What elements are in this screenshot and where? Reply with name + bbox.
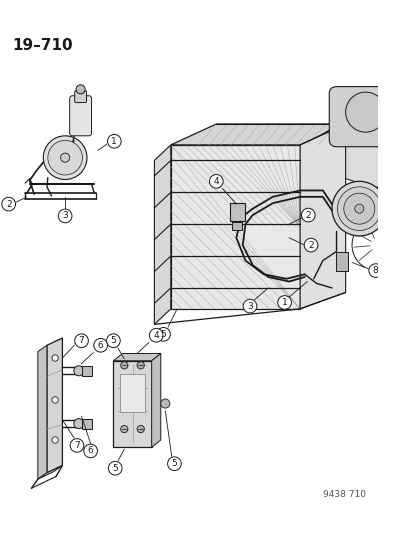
Circle shape (409, 170, 413, 184)
Circle shape (337, 187, 380, 231)
Text: 7: 7 (74, 441, 80, 450)
Circle shape (301, 208, 314, 222)
Text: 6: 6 (88, 447, 93, 455)
Circle shape (383, 99, 413, 131)
Text: 1: 1 (111, 137, 117, 146)
Polygon shape (154, 145, 171, 325)
FancyBboxPatch shape (74, 91, 86, 102)
Text: 5: 5 (171, 459, 177, 468)
Circle shape (74, 334, 88, 348)
Circle shape (52, 437, 58, 443)
Text: 8: 8 (372, 266, 377, 275)
Circle shape (156, 327, 170, 341)
Polygon shape (171, 124, 345, 145)
Text: 1: 1 (281, 298, 287, 307)
Text: 4: 4 (153, 331, 159, 340)
Circle shape (74, 366, 83, 376)
Text: 5: 5 (160, 330, 166, 339)
Circle shape (60, 153, 69, 162)
Text: 5: 5 (112, 464, 118, 473)
Circle shape (354, 204, 363, 213)
Circle shape (121, 425, 128, 433)
FancyBboxPatch shape (328, 87, 413, 147)
Polygon shape (113, 353, 160, 361)
Polygon shape (38, 465, 62, 479)
Circle shape (108, 462, 122, 475)
Circle shape (76, 85, 85, 94)
Text: 6: 6 (97, 341, 103, 350)
Polygon shape (299, 124, 345, 309)
Circle shape (70, 439, 83, 453)
Text: 2: 2 (308, 240, 313, 249)
Text: 5: 5 (110, 336, 116, 345)
Polygon shape (47, 338, 62, 473)
Circle shape (48, 140, 82, 175)
Circle shape (121, 362, 128, 369)
Text: 2: 2 (305, 211, 310, 220)
Circle shape (74, 418, 83, 429)
FancyBboxPatch shape (230, 203, 244, 221)
Circle shape (149, 328, 163, 342)
Circle shape (209, 174, 223, 188)
Text: 3: 3 (62, 212, 68, 221)
Circle shape (277, 296, 291, 309)
Circle shape (160, 399, 169, 408)
Circle shape (331, 181, 386, 236)
Text: 2: 2 (6, 200, 12, 208)
FancyBboxPatch shape (335, 253, 347, 271)
FancyBboxPatch shape (82, 366, 92, 376)
FancyBboxPatch shape (82, 418, 92, 429)
Circle shape (304, 238, 317, 252)
Circle shape (83, 444, 97, 458)
Circle shape (2, 197, 15, 211)
Text: 19–710: 19–710 (12, 38, 73, 53)
Circle shape (52, 355, 58, 361)
FancyBboxPatch shape (119, 374, 145, 412)
Text: 3: 3 (247, 302, 252, 311)
Circle shape (242, 300, 256, 313)
Circle shape (137, 362, 144, 369)
Circle shape (107, 134, 121, 148)
Text: 7: 7 (78, 336, 84, 345)
Polygon shape (38, 345, 47, 479)
Circle shape (137, 425, 144, 433)
Text: 9438 710: 9438 710 (322, 490, 365, 499)
Polygon shape (171, 145, 299, 309)
Circle shape (368, 264, 382, 278)
Circle shape (94, 338, 107, 352)
FancyBboxPatch shape (69, 96, 91, 136)
Text: 4: 4 (213, 177, 218, 186)
FancyBboxPatch shape (232, 222, 242, 230)
Circle shape (106, 334, 120, 348)
Polygon shape (113, 361, 151, 447)
Circle shape (43, 136, 87, 180)
Circle shape (343, 193, 374, 224)
Circle shape (167, 457, 181, 471)
Circle shape (58, 209, 72, 223)
Circle shape (52, 397, 58, 403)
Polygon shape (304, 101, 413, 188)
Circle shape (345, 92, 385, 132)
Polygon shape (151, 353, 160, 447)
